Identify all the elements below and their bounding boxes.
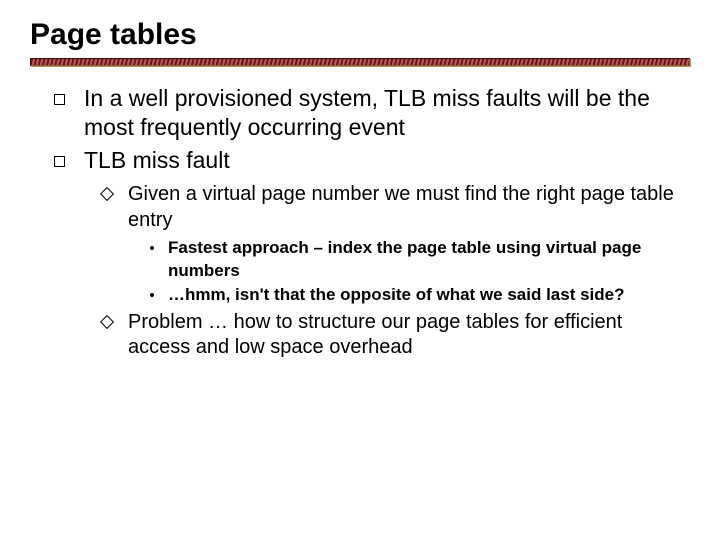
slide-title: Page tables xyxy=(30,18,690,52)
bullet-text: …hmm, isn't that the opposite of what we… xyxy=(168,285,625,304)
bullet-item: TLB miss fault Given a virtual page numb… xyxy=(54,146,690,361)
bullet-list-level2: Given a virtual page number we must find… xyxy=(102,182,690,361)
bullet-text: In a well provisioned system, TLB miss f… xyxy=(84,85,650,140)
bullet-item: Given a virtual page number we must find… xyxy=(102,182,690,305)
bullet-text: Given a virtual page number we must find… xyxy=(128,183,674,231)
bullet-list-level1: In a well provisioned system, TLB miss f… xyxy=(54,84,690,361)
bullet-item: Fastest approach – index the page table … xyxy=(150,237,690,281)
bullet-text: Problem … how to structure our page tabl… xyxy=(128,311,622,359)
bullet-item: Problem … how to structure our page tabl… xyxy=(102,310,690,361)
bullet-item: In a well provisioned system, TLB miss f… xyxy=(54,84,690,142)
divider xyxy=(30,58,690,66)
bullet-list-level3: Fastest approach – index the page table … xyxy=(150,237,690,305)
slide: Page tables In a well provisioned system… xyxy=(0,0,720,540)
bullet-text: Fastest approach – index the page table … xyxy=(168,238,641,279)
bullet-text: TLB miss fault xyxy=(84,147,230,173)
divider-hatch xyxy=(30,58,690,66)
bullet-item: …hmm, isn't that the opposite of what we… xyxy=(150,284,690,306)
